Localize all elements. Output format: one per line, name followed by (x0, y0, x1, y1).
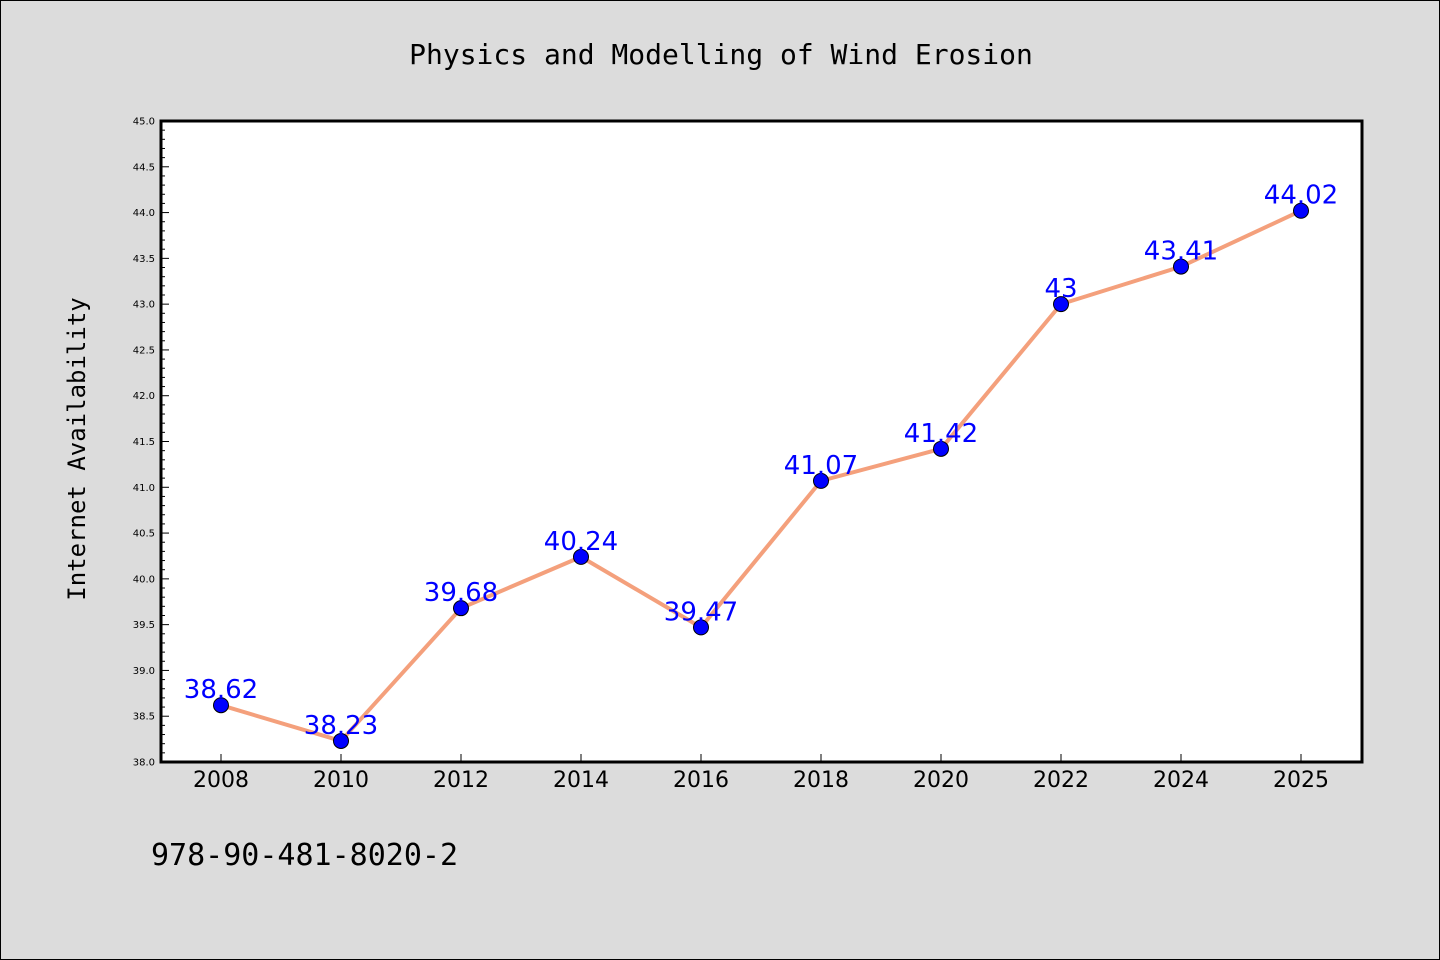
y-tick-label: 41.0 (133, 483, 155, 494)
y-tick-label: 45.0 (133, 117, 155, 128)
y-tick-label: 40.0 (133, 574, 155, 585)
y-tick-label: 38.0 (133, 758, 155, 769)
series-line (220, 208, 1302, 743)
data-point (1293, 202, 1309, 219)
y-tick-label: 44.5 (133, 162, 155, 173)
data-label: 38.23 (304, 711, 378, 741)
plot-area (159, 119, 1364, 764)
data-point (933, 440, 949, 457)
data-point (1173, 258, 1189, 275)
data-label: 40.24 (544, 527, 618, 557)
data-point (813, 472, 829, 489)
x-tick-label: 2024 (1153, 768, 1209, 793)
y-tick-label: 41.5 (133, 437, 155, 448)
x-tick-label: 2010 (313, 768, 369, 793)
y-tick-label: 38.5 (133, 712, 155, 723)
y-tick-label: 39.0 (133, 666, 155, 677)
data-label: 43 (1044, 274, 1077, 304)
y-axis: 38.0 38.5 39.0 39.5 40.0 40.5 41.0 41.5 42.0 42.5… (133, 117, 169, 769)
x-tick-label: 2012 (433, 768, 489, 793)
x-tick-label: 2016 (673, 768, 729, 793)
data-point (213, 697, 229, 714)
y-tick-label: 43.0 (133, 300, 155, 311)
data-label: 41.07 (784, 451, 858, 481)
data-label: 44.02 (1264, 181, 1338, 211)
x-tick-label: 2025 (1273, 768, 1329, 793)
data-label: 38.62 (184, 675, 258, 705)
isbn-footer: 978-90-481-8020-2 (151, 838, 458, 873)
y-tick-label: 42.5 (133, 345, 155, 356)
x-tick-label: 2020 (913, 768, 969, 793)
data-point (693, 619, 709, 636)
y-tick-label: 40.5 (133, 529, 155, 540)
data-point (1053, 296, 1069, 313)
data-labels: 38.62 38.23 39.68 40.24 39.47 41.07 41.42 43 43.… (184, 181, 1338, 741)
data-label: 39.68 (424, 578, 498, 608)
chart-title: Physics and Modelling of Wind Erosion (409, 38, 1033, 71)
data-label: 39.47 (664, 597, 738, 627)
x-tick-label: 2022 (1033, 768, 1089, 793)
data-point (453, 600, 469, 617)
data-label: 43.41 (1144, 237, 1218, 267)
x-axis: 2008 2010 2012 2014 2016 2018 2020 2022 2024 2025 (193, 754, 1329, 793)
y-tick-label: 39.5 (133, 620, 155, 631)
y-tick-label: 42.0 (133, 391, 155, 402)
series-group (213, 202, 1309, 749)
data-point (333, 732, 349, 749)
x-tick-label: 2008 (193, 768, 249, 793)
y-axis-label: Internet Availability (63, 297, 91, 600)
x-tick-label: 2014 (553, 768, 609, 793)
y-tick-label: 43.5 (133, 254, 155, 265)
data-point (573, 548, 589, 565)
x-tick-label: 2018 (793, 768, 849, 793)
y-tick-label: 44.0 (133, 208, 155, 219)
data-label: 41.42 (904, 419, 978, 449)
